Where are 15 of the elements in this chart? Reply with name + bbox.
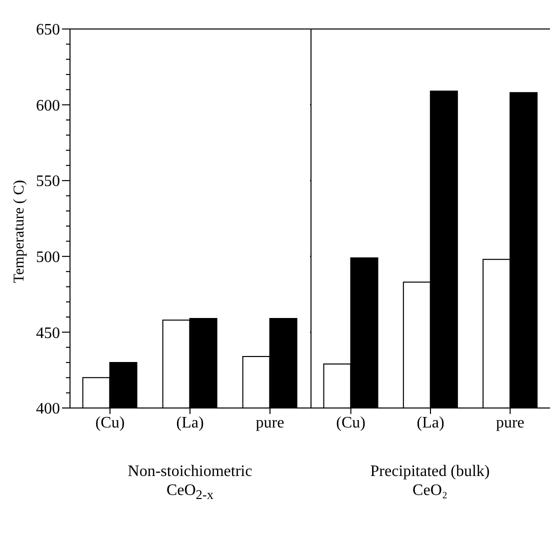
x-tick-label: pure <box>496 414 524 432</box>
x-tick-label: (Cu) <box>336 414 366 432</box>
x-tick-label: (La) <box>176 414 204 432</box>
x-axis-title: Non-stoichiometric CeO$_{2-x}$ <box>126 462 254 504</box>
x-tick-label: pure <box>256 414 284 432</box>
y-tick-label: 500 <box>36 249 60 266</box>
y-tick-label: 650 <box>36 22 60 39</box>
x-tick-label: (La) <box>416 414 444 432</box>
x-tick-label: (Cu) <box>95 414 125 432</box>
y-axis-title: Temperature ( C) <box>12 178 28 286</box>
y-tick-label: 550 <box>36 173 60 190</box>
y-tick-label: 450 <box>36 324 60 342</box>
y-tick-label: 400 <box>36 400 60 418</box>
x-axis-title: Precipitated (bulk) CeO₂ <box>369 462 491 500</box>
y-tick-label: 600 <box>36 97 60 114</box>
